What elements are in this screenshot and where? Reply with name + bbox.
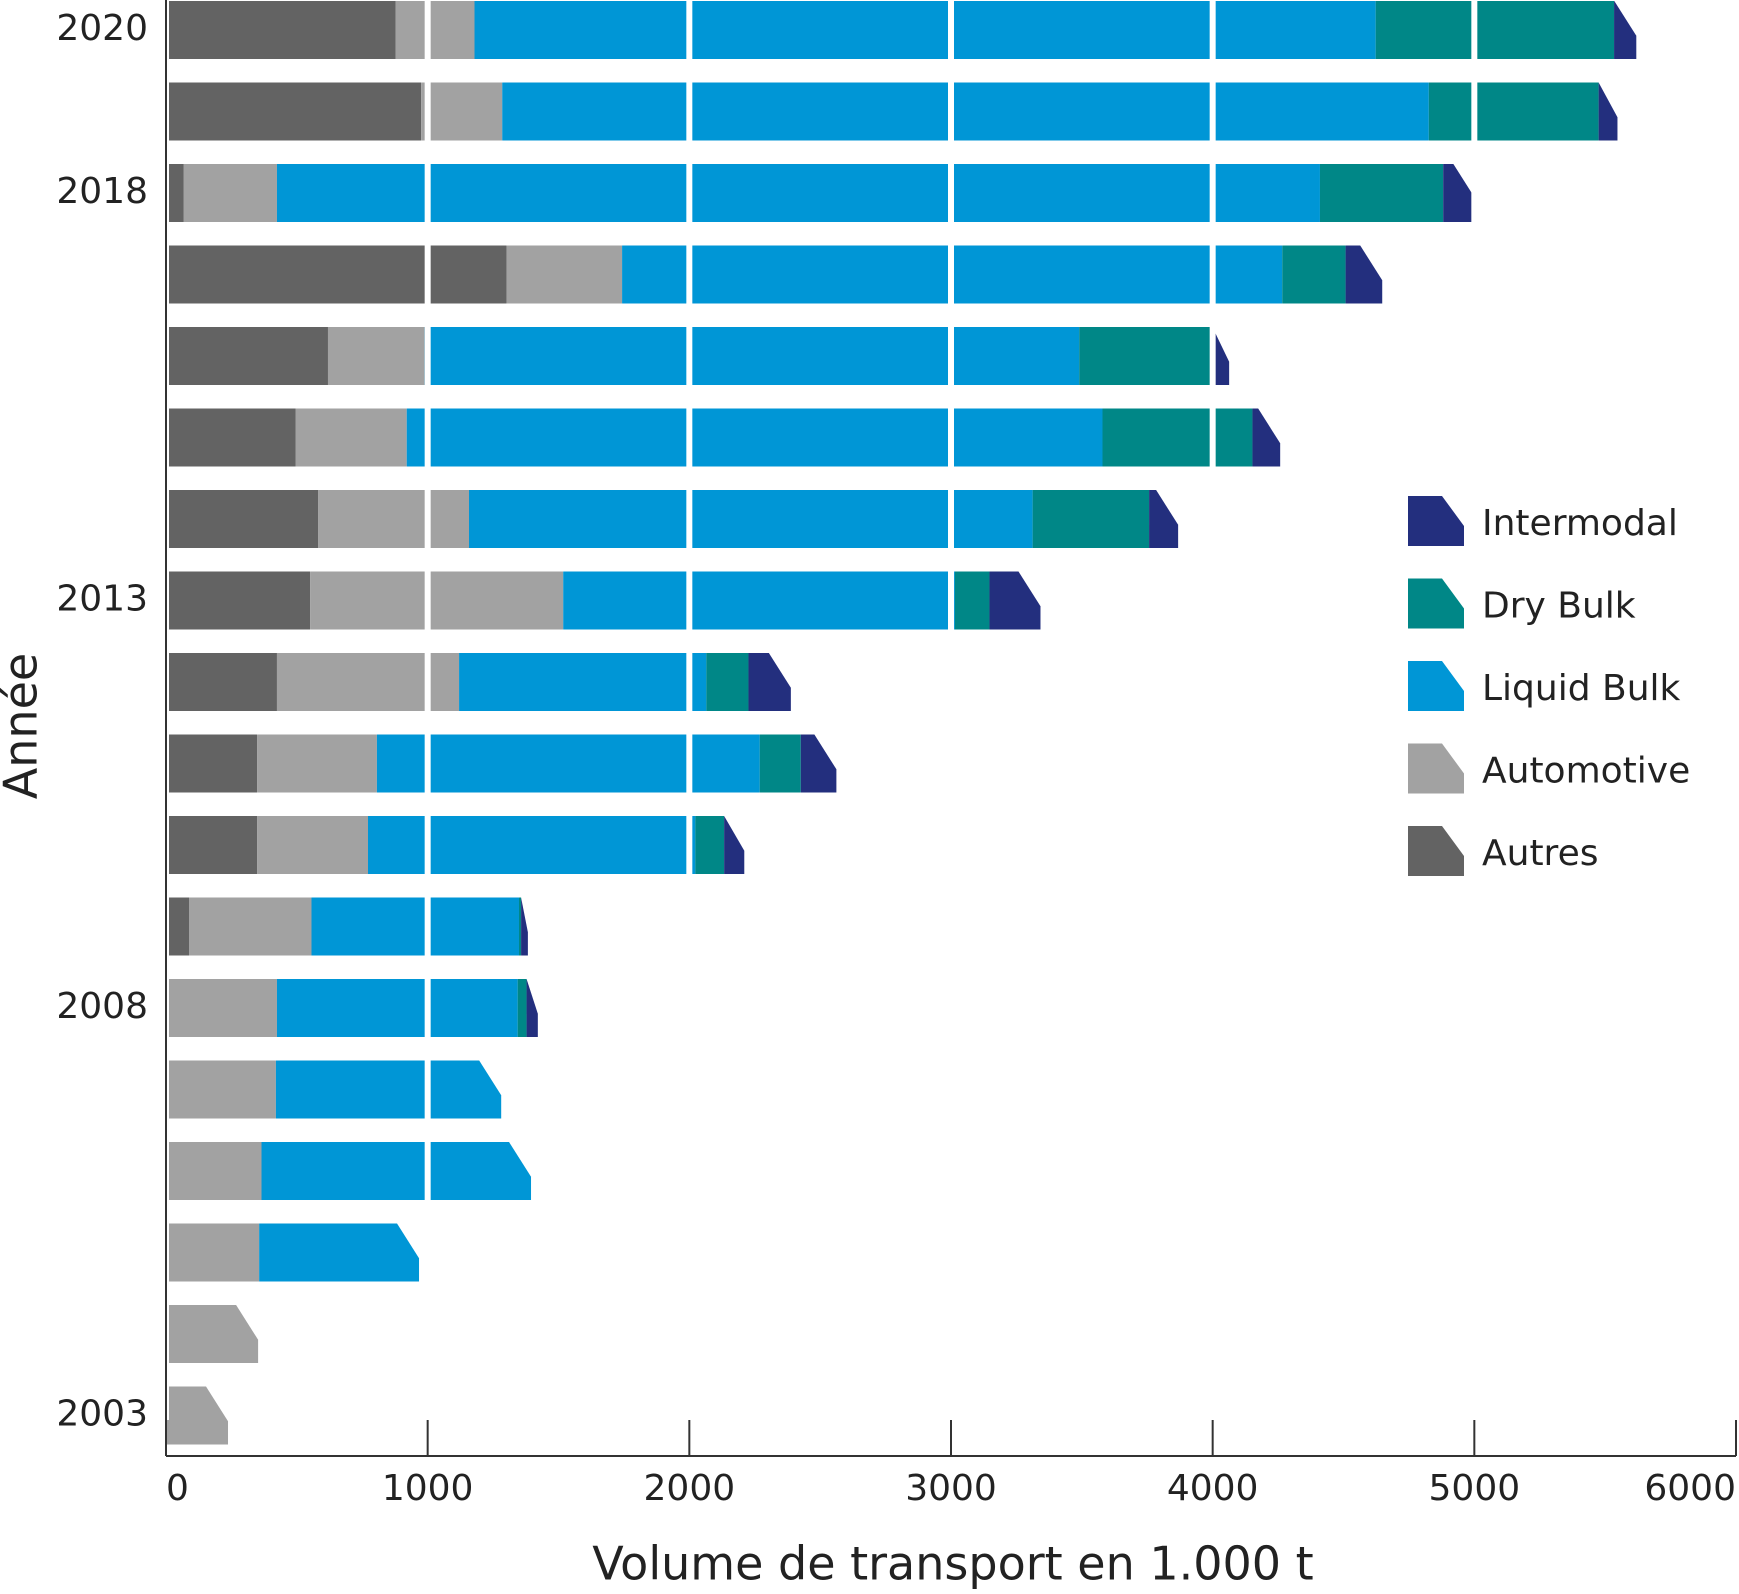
bar-segment [295,408,407,467]
bar-segment [1375,1,1615,59]
bar-segment [1102,408,1253,467]
legend-swatch [1408,743,1464,794]
bar-segment [276,653,460,711]
bar-segment [166,1,396,59]
bar-segment [311,897,519,956]
legend-label: Automotive [1482,751,1690,792]
bar-segment [166,1305,259,1363]
bar-segment [166,1223,260,1282]
bar-segment [1345,245,1383,304]
bar-segment [517,979,527,1037]
bar-segment [1282,245,1346,304]
y-tick-label: 2003 [56,1394,148,1435]
bar-segment [506,245,623,304]
legend-swatch [1408,826,1464,876]
bar-segment [166,164,184,222]
legend-swatch [1408,661,1464,711]
x-tick-label: 0 [166,1468,189,1509]
bar-segment [502,82,1429,141]
bar-segment [189,897,312,956]
bar-segment [166,897,190,956]
bar-segment [800,734,837,793]
bar-segment [1032,490,1150,548]
bar-segment [310,571,564,630]
x-tick-label: 1000 [382,1468,474,1509]
bar-segment [421,82,503,141]
bar-segment [166,979,277,1037]
bar-segment [526,979,538,1037]
x-tick-label: 3000 [905,1468,997,1509]
bar-segment [521,897,528,956]
legend-label: Dry Bulk [1482,586,1636,627]
legend-swatch [1408,496,1464,546]
bar-segment [1614,1,1637,59]
y-tick-label: 2018 [56,171,148,212]
bar-segment [1149,490,1179,548]
bar-segment [261,1142,532,1200]
x-tick-label: 2000 [644,1468,736,1509]
bar-segment [469,490,1033,548]
bar-segment [166,82,422,141]
bar-segment [257,734,377,793]
x-tick-label: 6000 [1644,1468,1736,1509]
bar-segment [368,816,696,874]
bar-segment [1079,327,1213,385]
bar-segment [1252,408,1281,467]
bar-segment [376,734,760,793]
bar-segment [424,327,1080,385]
bar-segment [327,327,425,385]
bar-segment [276,979,518,1037]
bar-segment [1319,164,1444,222]
x-axis-title: Volume de transport en 1.000 t [592,1537,1313,1591]
bar-segment [1598,82,1618,141]
bar-segment [706,653,749,711]
bar-segment [166,734,258,793]
bar-segment [259,1223,420,1282]
bar-segment [166,245,507,304]
bar-segment [989,571,1041,630]
bar-segment [166,1060,276,1119]
y-tick-label: 2008 [56,986,148,1027]
bar-segment [166,490,319,548]
legend-label: Liquid Bulk [1482,668,1681,709]
bar-segment [275,1060,502,1119]
bar-segment [518,897,522,956]
legend-swatch [1408,578,1464,629]
bar-segment [166,1386,229,1445]
bar-segment [166,408,296,467]
bar-segment [1212,327,1230,385]
bar-segment [459,653,707,711]
legend-label: Autres [1482,833,1598,874]
bar-segment [257,816,369,874]
bar-segment [166,1142,262,1200]
bar-segment [183,164,277,222]
bar-segment [695,816,725,874]
bar-segment [474,1,1376,59]
bar-segment [724,816,745,874]
bar-segment [318,490,470,548]
x-tick-label: 4000 [1167,1468,1259,1509]
bar-segment [276,164,1320,222]
bar-segment [954,571,990,630]
legend-label: Intermodal [1482,503,1678,544]
x-tick-label: 5000 [1429,1468,1521,1509]
y-axis-title: Année [0,653,48,799]
bar-segment [759,734,801,793]
bar-segment [406,408,1103,467]
bar-segment [166,653,277,711]
bar-segment [395,1,475,59]
y-tick-label: 2020 [56,8,148,49]
bar-segment [748,653,791,711]
bar-segment [563,571,955,630]
bar-segment [166,327,328,385]
bar-segment [166,571,311,630]
bar-segment [166,816,258,874]
bar-segment [1428,82,1599,141]
y-tick-label: 2013 [56,579,148,620]
bar-segment [1443,164,1476,222]
